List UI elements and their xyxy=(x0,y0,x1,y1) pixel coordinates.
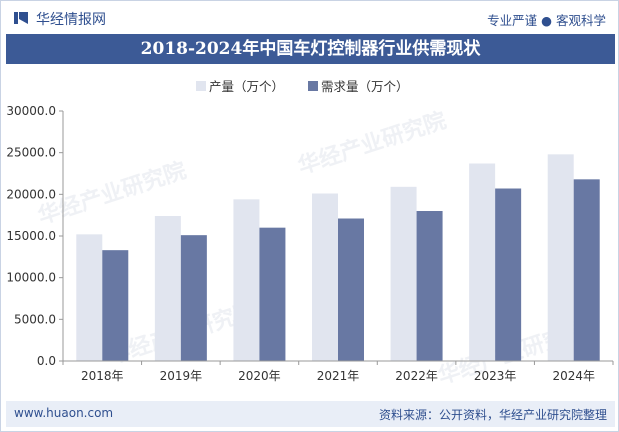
y-tick-label: 10000.0 xyxy=(6,271,56,285)
bar-demand-6 xyxy=(495,188,522,361)
source-note: 资料来源：公开资料，华经产业研究院整理 xyxy=(378,408,607,422)
brand-logo-icon xyxy=(14,12,28,24)
y-tick-label: 5000.0 xyxy=(14,312,56,326)
legend-label-2: 需求量（万个） xyxy=(321,79,409,94)
bar-production-2 xyxy=(154,216,181,361)
legend-swatch-2 xyxy=(308,81,318,91)
x-tick-label: 2020年 xyxy=(238,369,281,383)
bar-production-4 xyxy=(312,193,338,361)
y-tick-label: 20000.0 xyxy=(6,187,56,201)
bar-production-6 xyxy=(469,163,496,361)
footer-bar: www.huaon.com 资料来源：公开资料，华经产业研究院整理 xyxy=(6,401,615,427)
x-tick-label: 2021年 xyxy=(317,369,360,383)
website-link[interactable]: www.huaon.com xyxy=(14,406,114,420)
y-axis: 0.0 5000.0 10000.0 15000.0 20000.0 25000.0 300… xyxy=(6,104,64,368)
title-bar: 2018-2024年中国车灯控制器行业供需现状 xyxy=(6,34,615,64)
watermark-text: 华经产业研究院 xyxy=(295,107,450,179)
bar-production-5 xyxy=(390,186,417,361)
bar-demand-5 xyxy=(416,211,443,361)
bar-demand-3 xyxy=(259,227,286,361)
chart-title: 2018-2024年中国车灯控制器行业供需现状 xyxy=(140,39,481,59)
y-tick-label: 30000.0 xyxy=(6,104,56,118)
legend: 产量（万个） 需求量（万个） xyxy=(196,79,409,94)
bar-chart: 华经产业研究院华经产业研究院华经产业研究院华经产业研究院 产量（万个）需求量（万… xyxy=(6,79,614,390)
legend-label-1: 产量（万个） xyxy=(209,79,284,94)
x-tick-label: 2022年 xyxy=(395,369,438,383)
brand-name[interactable]: 华经情报网 xyxy=(36,12,106,28)
y-tick-label: 0.0 xyxy=(37,354,56,368)
legend-swatch-1 xyxy=(196,81,206,91)
bars xyxy=(76,154,600,361)
x-tick-label: 2019年 xyxy=(160,369,203,383)
bar-production-1 xyxy=(76,234,103,361)
bar-demand-1 xyxy=(102,250,129,361)
y-tick-label: 15000.0 xyxy=(6,229,56,243)
x-axis: 2018年 2019年 2020年 2021年 2022年 2023年 2024年 xyxy=(62,360,614,383)
x-tick-label: 2024年 xyxy=(552,369,595,383)
tagline: 专业严谨 ● 客观科学 xyxy=(487,13,606,28)
bar-demand-4 xyxy=(338,218,364,361)
bar-demand-2 xyxy=(180,235,207,361)
x-tick-label: 2023年 xyxy=(474,369,517,383)
top-bar: 华经情报网 专业严谨 ● 客观科学 xyxy=(1,1,619,34)
bar-demand-7 xyxy=(573,179,600,361)
y-tick-label: 25000.0 xyxy=(6,146,56,160)
bar-production-7 xyxy=(547,154,574,361)
bar-production-3 xyxy=(233,199,260,361)
x-tick-label: 2018年 xyxy=(81,369,124,383)
